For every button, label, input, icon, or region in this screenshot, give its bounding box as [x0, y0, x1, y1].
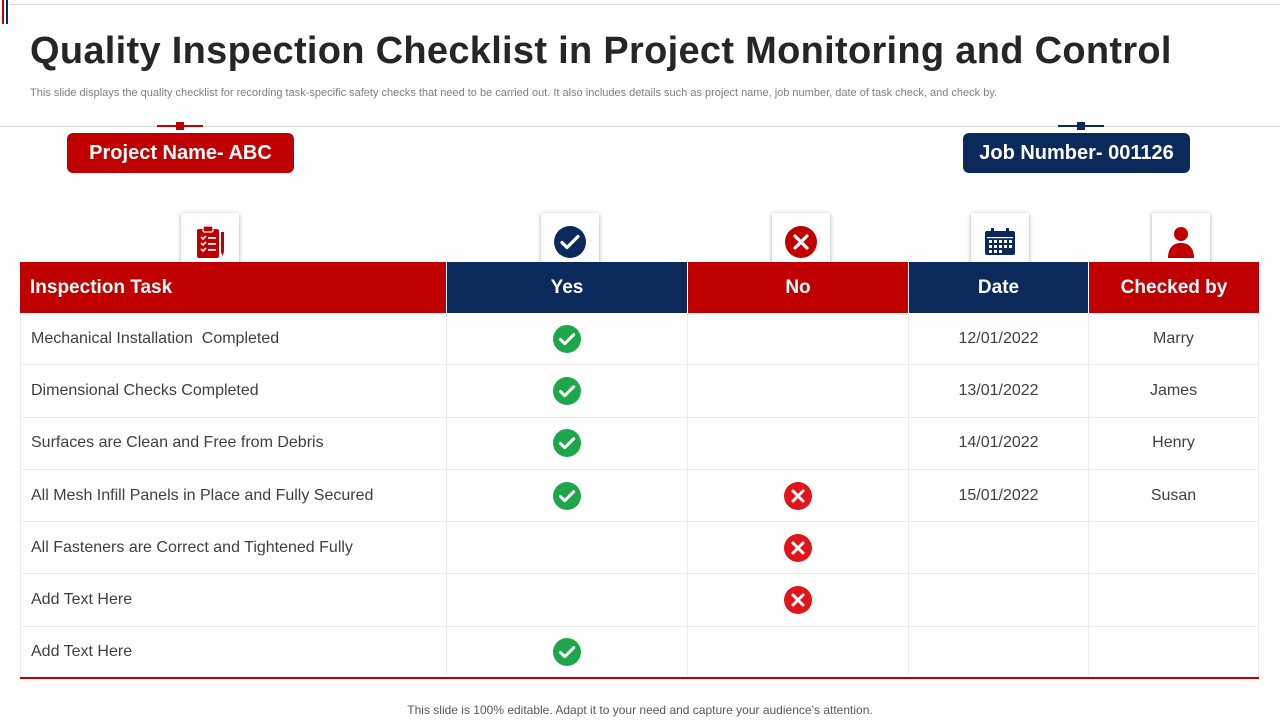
- x-circle-icon: [772, 213, 830, 271]
- task-cell: All Mesh Infill Panels in Place and Full…: [20, 469, 447, 522]
- header-divider: [0, 126, 1280, 127]
- cross-icon: [783, 533, 813, 563]
- no-cell: [688, 469, 909, 522]
- check-circle-icon: [541, 213, 599, 271]
- checked-by-cell: [1089, 574, 1259, 626]
- cross-icon: [783, 481, 813, 511]
- column-header-date: Date: [909, 262, 1089, 313]
- task-cell: Mechanical Installation Completed: [20, 313, 447, 365]
- job-connector: [1058, 122, 1104, 130]
- check-icon: [552, 481, 582, 511]
- yes-cell: [447, 365, 688, 417]
- checked-by-cell: Marry: [1089, 313, 1259, 365]
- table-row: Mechanical Installation Completed 12/01/…: [20, 313, 1259, 366]
- project-connector: [157, 122, 203, 130]
- table-row: Add Text Here: [20, 626, 1259, 680]
- table-row: All Mesh Infill Panels in Place and Full…: [20, 469, 1259, 523]
- page-subtitle: This slide displays the quality checklis…: [30, 87, 998, 99]
- no-cell: [688, 522, 909, 574]
- top-divider: [10, 4, 1280, 5]
- yes-cell: [447, 417, 688, 469]
- job-number-badge: Job Number- 001126: [963, 133, 1190, 173]
- check-icon: [552, 428, 582, 458]
- yes-cell: [447, 522, 688, 574]
- date-cell: [909, 626, 1089, 678]
- cross-icon: [783, 585, 813, 615]
- no-cell: [688, 574, 909, 626]
- clipboard-checklist-icon: [181, 213, 239, 271]
- column-header-task: Inspection Task: [20, 262, 447, 313]
- user-icon: [1152, 213, 1210, 271]
- column-header-no: No: [688, 262, 909, 313]
- column-header-yes: Yes: [447, 262, 688, 313]
- date-cell: [909, 522, 1089, 574]
- calendar-icon: [971, 213, 1029, 271]
- inspection-table: Inspection Task Yes No Date Checked by M…: [20, 262, 1259, 680]
- no-cell: [688, 626, 909, 678]
- checked-by-cell: [1089, 626, 1259, 678]
- table-row: All Fasteners are Correct and Tightened …: [20, 522, 1259, 575]
- yes-cell: [447, 469, 688, 522]
- no-cell: [688, 313, 909, 365]
- date-cell: 12/01/2022: [909, 313, 1089, 365]
- task-cell: Add Text Here: [20, 574, 447, 626]
- yes-cell: [447, 313, 688, 365]
- checked-by-cell: Henry: [1089, 417, 1259, 469]
- column-header-checked-by: Checked by: [1089, 262, 1259, 313]
- task-cell: Surfaces are Clean and Free from Debris: [20, 417, 447, 469]
- table-body: Mechanical Installation Completed 12/01/…: [20, 313, 1259, 680]
- checked-by-cell: Susan: [1089, 469, 1259, 522]
- check-icon: [552, 324, 582, 354]
- table-row: Surfaces are Clean and Free from Debris …: [20, 417, 1259, 470]
- page-title: Quality Inspection Checklist in Project …: [30, 30, 1172, 72]
- date-cell: 15/01/2022: [909, 469, 1089, 522]
- no-cell: [688, 365, 909, 417]
- corner-accent: [2, 0, 8, 24]
- table-row: Dimensional Checks Completed 13/01/2022 …: [20, 365, 1259, 418]
- yes-cell: [447, 626, 688, 678]
- no-cell: [688, 417, 909, 469]
- task-cell: All Fasteners are Correct and Tightened …: [20, 522, 447, 574]
- checked-by-cell: [1089, 522, 1259, 574]
- table-row: Add Text Here: [20, 574, 1259, 627]
- task-cell: Dimensional Checks Completed: [20, 365, 447, 417]
- date-cell: [909, 574, 1089, 626]
- footer-note: This slide is 100% editable. Adapt it to…: [407, 703, 873, 717]
- checked-by-cell: James: [1089, 365, 1259, 417]
- date-cell: 13/01/2022: [909, 365, 1089, 417]
- task-cell: Add Text Here: [20, 626, 447, 678]
- date-cell: 14/01/2022: [909, 417, 1089, 469]
- check-icon: [552, 637, 582, 667]
- project-name-badge: Project Name- ABC: [67, 133, 294, 173]
- yes-cell: [447, 574, 688, 626]
- check-icon: [552, 376, 582, 406]
- table-header: Inspection Task Yes No Date Checked by: [20, 262, 1259, 313]
